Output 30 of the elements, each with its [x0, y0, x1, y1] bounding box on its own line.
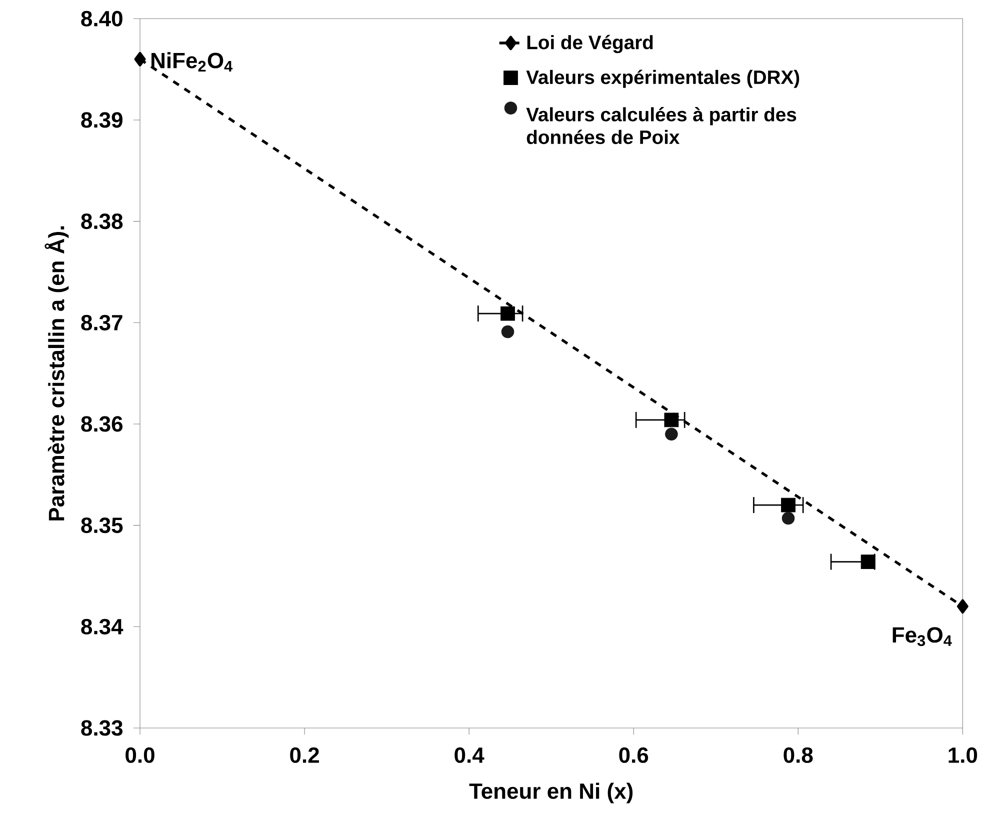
y-tick-label: 8.33 — [81, 720, 122, 736]
y-tick-label: 8.39 — [81, 112, 122, 128]
x-tick-label: 0.6 — [619, 747, 648, 763]
point — [860, 554, 876, 569]
x-tick-label: 1.0 — [948, 747, 978, 763]
point — [501, 325, 514, 338]
x-axis-title: Teneur en Ni (x) — [469, 782, 633, 804]
y-axis-title: Paramètre cristallin a (en Å). — [44, 226, 69, 520]
point — [664, 412, 679, 428]
x-tick-label: 0.8 — [784, 747, 813, 763]
y-tick-label: 8.40 — [81, 10, 122, 26]
x-tick-label: 0.0 — [126, 747, 154, 763]
annotation: NiFe$_{2}$O$_{4}$ — [152, 52, 233, 72]
point — [956, 599, 968, 614]
x-tick-label: 0.2 — [290, 747, 319, 763]
y-tick-label: 8.36 — [81, 416, 122, 432]
annotation: Fe$_{3}$O$_{4}$ — [892, 627, 952, 646]
y-tick-label: 8.37 — [81, 314, 122, 330]
legend-label: Valeurs calculées à partir des données de Poix — [526, 107, 796, 144]
legend-label: Loi de Végard — [527, 34, 653, 54]
y-tick-label: 8.35 — [81, 518, 123, 534]
point — [134, 52, 146, 66]
point — [665, 428, 678, 441]
point — [782, 512, 795, 525]
point — [500, 306, 515, 321]
y-tick-label: 8.38 — [81, 214, 123, 230]
point — [781, 498, 796, 512]
legend-label: Valeurs expérimentales (DRX) — [526, 70, 800, 88]
y-tick-label: 8.34 — [81, 618, 124, 634]
x-tick-label: 0.4 — [454, 747, 484, 763]
